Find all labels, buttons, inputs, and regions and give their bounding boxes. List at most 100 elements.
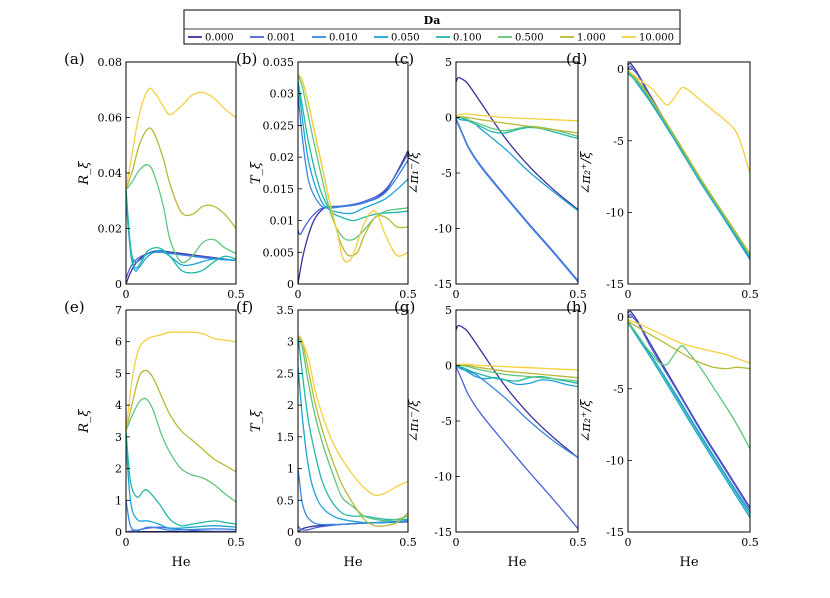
series-group [456,76,578,283]
series-line-0.500 [298,74,408,241]
y-tick-label: 0 [445,360,452,373]
series-line-1.000 [298,74,408,257]
axes-frame [125,309,237,533]
panel-f: 0 0.5 1 1.5 2 2.5 3 3.5 0 0.5 (f) T_ξ He [236,298,417,570]
x-axis-label: He [343,555,362,570]
axes-frame [455,309,579,533]
y-tick-label: 0.5 [277,494,295,507]
y-tick-label: 0.005 [263,246,295,259]
y-tick-label: -15 [606,526,624,539]
y-tick-label: 0.08 [98,56,123,69]
y-tick-label: 2 [287,399,294,412]
y-axis-label: ∠π₂⁺/ξ [579,151,594,195]
x-axis-label: He [171,555,190,570]
x-tick-label: 0.5 [741,536,759,549]
panel-a: 0 0.02 0.04 0.06 0.08 0 0.5 (a) R_ξ [64,50,245,301]
x-tick-label: 0 [453,536,460,549]
series-line-10.000 [628,70,750,174]
y-tick-label: 0 [287,526,294,539]
series-line-0.500 [298,335,408,522]
axes-frame [627,61,751,285]
y-tick-label: 3 [287,336,294,349]
y-tick-label: 0.03 [270,88,295,101]
panel-label: (d) [566,50,587,68]
panel-label: (e) [64,298,85,316]
series-line-0.050 [298,367,408,524]
y-tick-label: -10 [434,471,452,484]
y-tick-label: 4 [115,399,122,412]
series-line-0.050 [628,322,750,519]
x-tick-label: 0 [625,288,632,301]
series-line-0.100 [628,73,750,258]
axes-frame [627,309,751,533]
y-tick-label: -10 [606,454,624,467]
x-tick-label: 0.5 [227,288,245,301]
series-line-0.500 [126,163,236,264]
x-tick-label: 0.5 [227,536,245,549]
y-tick-label: -10 [434,223,452,236]
legend-label-0.500: 0.500 [515,33,544,44]
y-tick-label: 0 [115,526,122,539]
legend-label-0.100: 0.100 [453,33,482,44]
series-line-0.050 [126,439,236,529]
y-tick-label: 1 [287,463,294,476]
panel-d: -15 -10 -5 0 0 0.5 (d) ∠π₂⁺/ξ [566,50,759,301]
y-tick-label: 7 [115,304,122,317]
y-tick-label: -15 [434,526,452,539]
y-tick-label: -15 [606,278,624,291]
series-line-0.500 [126,397,236,503]
series-line-0.010 [456,119,578,283]
y-tick-label: 6 [115,336,122,349]
y-tick-label: 5 [115,367,122,380]
panel-g: -15 -10 -5 0 5 0 0.5 (g) ∠π₁⁻/ξ He [394,298,587,570]
series-line-0.500 [628,71,750,256]
legend-label-1.000: 1.000 [577,33,606,44]
y-axis-label: R_ξ [77,160,92,185]
series-line-1.000 [456,363,578,379]
y-tick-label: 0 [445,112,452,125]
series-line-10.000 [628,319,750,364]
legend-title: Da [424,14,441,27]
y-axis-label: T_ξ [249,161,264,184]
y-tick-label: 0 [287,278,294,291]
y-tick-label: -15 [434,278,452,291]
series-line-0.001 [456,118,578,282]
series-line-0.010 [628,71,750,261]
y-axis-label: ∠π₁⁻/ξ [407,399,422,443]
y-tick-label: 5 [445,56,452,69]
axes-frame [297,309,409,533]
x-axis-label: He [507,555,526,570]
series-group [126,331,236,532]
panel-h: -15 -10 -5 0 0 0.5 (h) ∠π₂⁺/ξ He [566,298,759,570]
y-tick-label: -5 [613,383,624,396]
y-tick-label: 1.5 [277,431,295,444]
series-line-0.000 [456,76,578,211]
series-line-1.000 [126,127,236,229]
y-tick-label: 0 [617,311,624,324]
x-tick-label: 0 [123,536,130,549]
panel-label: (f) [236,298,253,316]
series-line-0.100 [298,80,408,222]
y-tick-label: 0.02 [98,223,123,236]
panel-c: -15 -10 -5 0 5 0 0.5 (c) ∠π₁⁻/ξ [394,50,587,301]
y-tick-label: 0.025 [263,119,295,132]
axes-frame [125,61,237,285]
y-axis-label: ∠π₂⁺/ξ [579,399,594,443]
x-tick-label: 0 [123,288,130,301]
y-tick-label: -10 [606,206,624,219]
y-tick-label: 0.01 [270,215,295,228]
y-tick-label: 0.035 [263,56,295,69]
x-tick-label: 0.5 [399,288,417,301]
y-axis-label: ∠π₁⁻/ξ [407,151,422,195]
y-axis-label: R_ξ [77,408,92,433]
series-line-1.000 [126,369,236,473]
x-tick-label: 0.5 [399,536,417,549]
y-tick-label: 0.04 [98,167,123,180]
series-line-1.000 [456,115,578,134]
legend-label-0.001: 0.001 [267,33,296,44]
series-group [298,334,408,532]
x-tick-label: 0.5 [741,288,759,301]
x-axis-label: He [679,555,698,570]
legend-label-0.050: 0.050 [391,33,420,44]
